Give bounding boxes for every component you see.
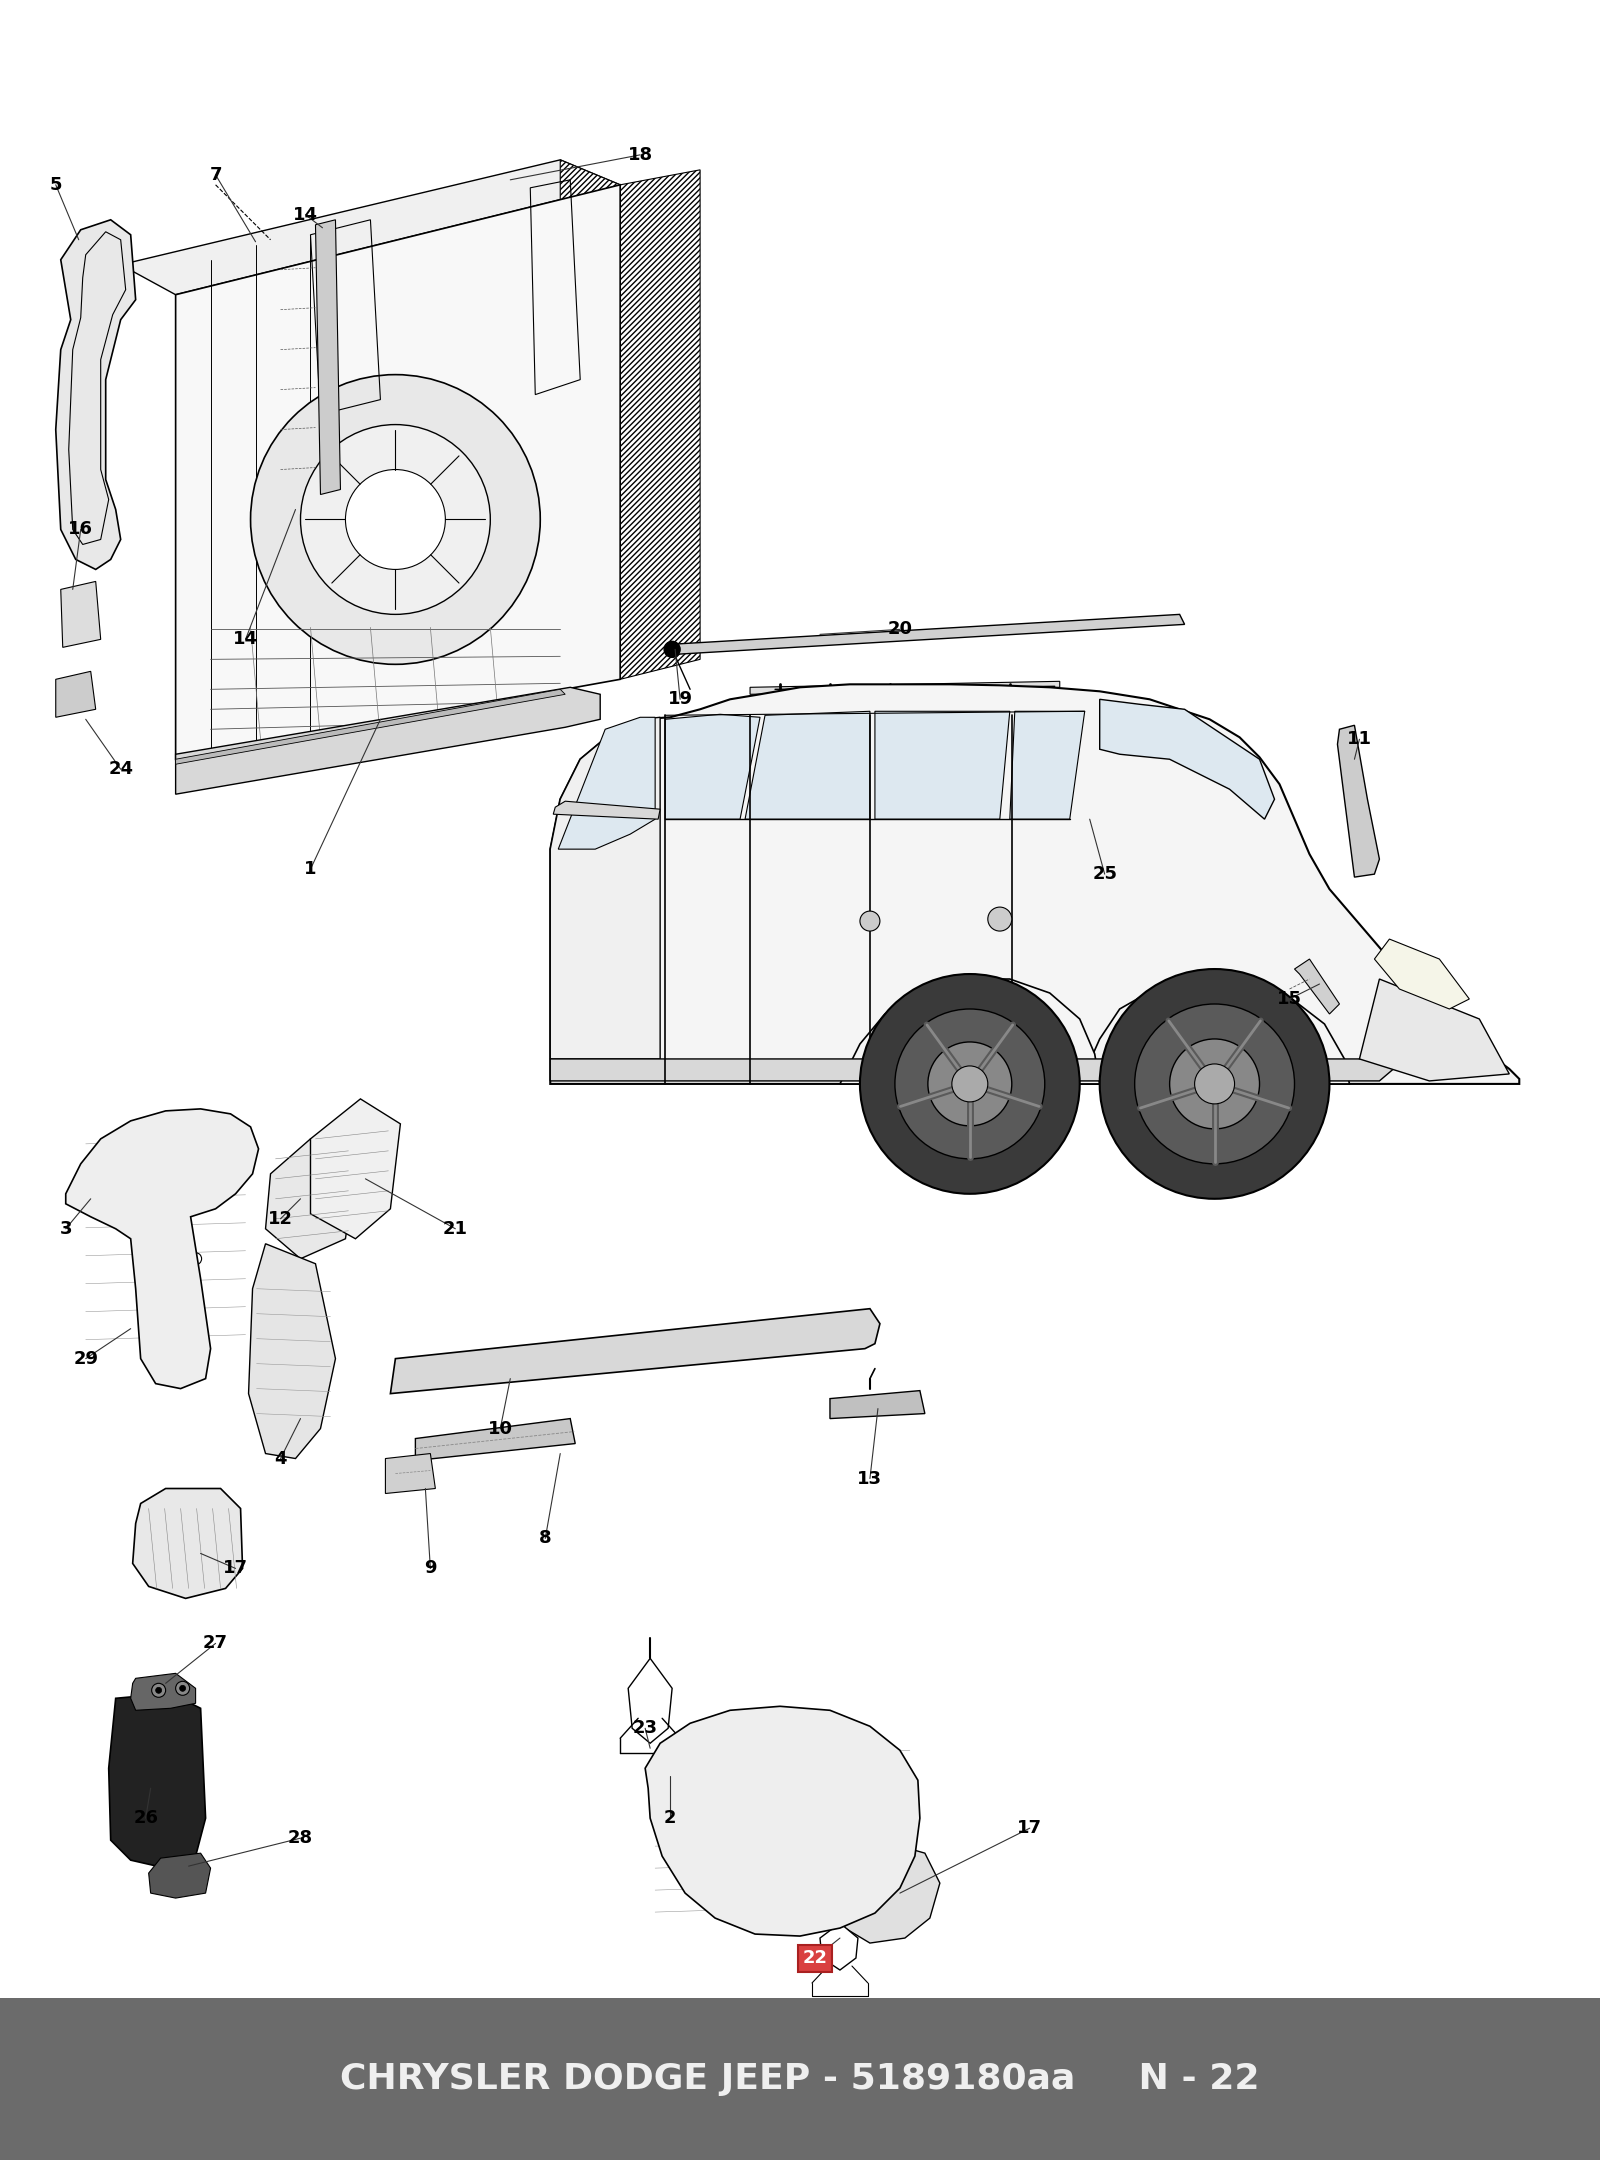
Polygon shape: [554, 801, 661, 819]
Polygon shape: [550, 1058, 1400, 1080]
Polygon shape: [390, 1309, 880, 1393]
Polygon shape: [61, 581, 101, 648]
Text: 12: 12: [269, 1210, 293, 1227]
Polygon shape: [176, 186, 621, 760]
Text: 29: 29: [74, 1350, 98, 1367]
Text: 18: 18: [627, 147, 653, 164]
Polygon shape: [1099, 700, 1275, 819]
Polygon shape: [56, 672, 96, 717]
Polygon shape: [120, 160, 621, 294]
Text: 9: 9: [424, 1560, 437, 1577]
Polygon shape: [266, 1138, 355, 1259]
Circle shape: [1099, 970, 1330, 1199]
Polygon shape: [131, 1674, 195, 1711]
Polygon shape: [746, 711, 870, 819]
Text: 25: 25: [1093, 866, 1117, 883]
Polygon shape: [176, 687, 600, 795]
Text: 23: 23: [632, 1719, 658, 1737]
Text: 22: 22: [803, 1948, 827, 1968]
Polygon shape: [149, 1853, 211, 1899]
Polygon shape: [1294, 959, 1339, 1013]
Polygon shape: [66, 1108, 259, 1389]
Circle shape: [190, 1177, 202, 1190]
Polygon shape: [1374, 940, 1469, 1009]
Text: 2: 2: [664, 1810, 677, 1827]
Circle shape: [346, 469, 445, 570]
Text: 20: 20: [888, 620, 912, 639]
Text: 14: 14: [293, 205, 318, 225]
Circle shape: [1195, 1065, 1235, 1104]
Polygon shape: [56, 220, 136, 570]
Polygon shape: [840, 1842, 939, 1944]
Polygon shape: [1080, 978, 1349, 1084]
Polygon shape: [315, 220, 341, 495]
Circle shape: [190, 1253, 202, 1266]
Polygon shape: [133, 1488, 243, 1598]
Text: 5: 5: [50, 175, 62, 194]
Polygon shape: [1338, 726, 1379, 877]
Circle shape: [928, 1041, 1011, 1125]
Circle shape: [664, 642, 680, 657]
Polygon shape: [645, 1706, 920, 1935]
Circle shape: [987, 907, 1011, 931]
Circle shape: [152, 1683, 166, 1698]
Polygon shape: [1010, 711, 1085, 819]
Polygon shape: [750, 680, 1059, 693]
Polygon shape: [819, 1922, 858, 1970]
Polygon shape: [1360, 978, 1509, 1080]
Text: 14: 14: [234, 631, 258, 648]
Text: 17: 17: [222, 1560, 248, 1577]
Text: 3: 3: [59, 1220, 72, 1238]
Circle shape: [251, 374, 541, 665]
Text: 11: 11: [1347, 730, 1371, 747]
Polygon shape: [621, 171, 701, 678]
Text: 19: 19: [667, 691, 693, 708]
Polygon shape: [840, 978, 1099, 1084]
Text: 13: 13: [858, 1469, 883, 1488]
Polygon shape: [875, 711, 1010, 819]
Polygon shape: [176, 689, 565, 765]
Text: 4: 4: [274, 1449, 286, 1467]
Circle shape: [301, 426, 490, 613]
Text: 10: 10: [488, 1419, 512, 1439]
Circle shape: [1170, 1039, 1259, 1130]
Polygon shape: [550, 685, 1520, 1084]
Text: 16: 16: [69, 521, 93, 538]
Text: 26: 26: [133, 1810, 158, 1827]
Polygon shape: [560, 160, 621, 678]
Text: 8: 8: [539, 1529, 552, 1547]
Polygon shape: [386, 1454, 435, 1493]
Polygon shape: [416, 1419, 576, 1460]
Text: 15: 15: [1277, 989, 1302, 1009]
Polygon shape: [550, 717, 661, 1058]
Polygon shape: [666, 715, 760, 819]
Circle shape: [859, 974, 1080, 1194]
Circle shape: [1134, 1004, 1294, 1164]
Polygon shape: [629, 1659, 672, 1743]
Polygon shape: [558, 717, 654, 849]
Circle shape: [155, 1687, 162, 1693]
Polygon shape: [109, 1693, 205, 1868]
Polygon shape: [830, 1391, 925, 1419]
Polygon shape: [670, 613, 1184, 654]
Text: 7: 7: [210, 166, 222, 184]
Text: 1: 1: [304, 860, 317, 879]
Circle shape: [894, 1009, 1045, 1158]
Text: CHRYSLER DODGE JEEP - 5189180aa     N - 22: CHRYSLER DODGE JEEP - 5189180aa N - 22: [341, 2063, 1259, 2095]
Text: 27: 27: [203, 1635, 229, 1652]
Text: 28: 28: [288, 1830, 314, 1847]
Text: 21: 21: [443, 1220, 467, 1238]
Polygon shape: [310, 1099, 400, 1238]
Circle shape: [859, 912, 880, 931]
Circle shape: [176, 1680, 190, 1696]
Circle shape: [952, 1065, 987, 1102]
Text: 24: 24: [109, 760, 133, 778]
Circle shape: [179, 1685, 186, 1691]
Text: 17: 17: [1018, 1819, 1042, 1838]
Polygon shape: [248, 1244, 336, 1458]
Circle shape: [190, 1313, 202, 1324]
